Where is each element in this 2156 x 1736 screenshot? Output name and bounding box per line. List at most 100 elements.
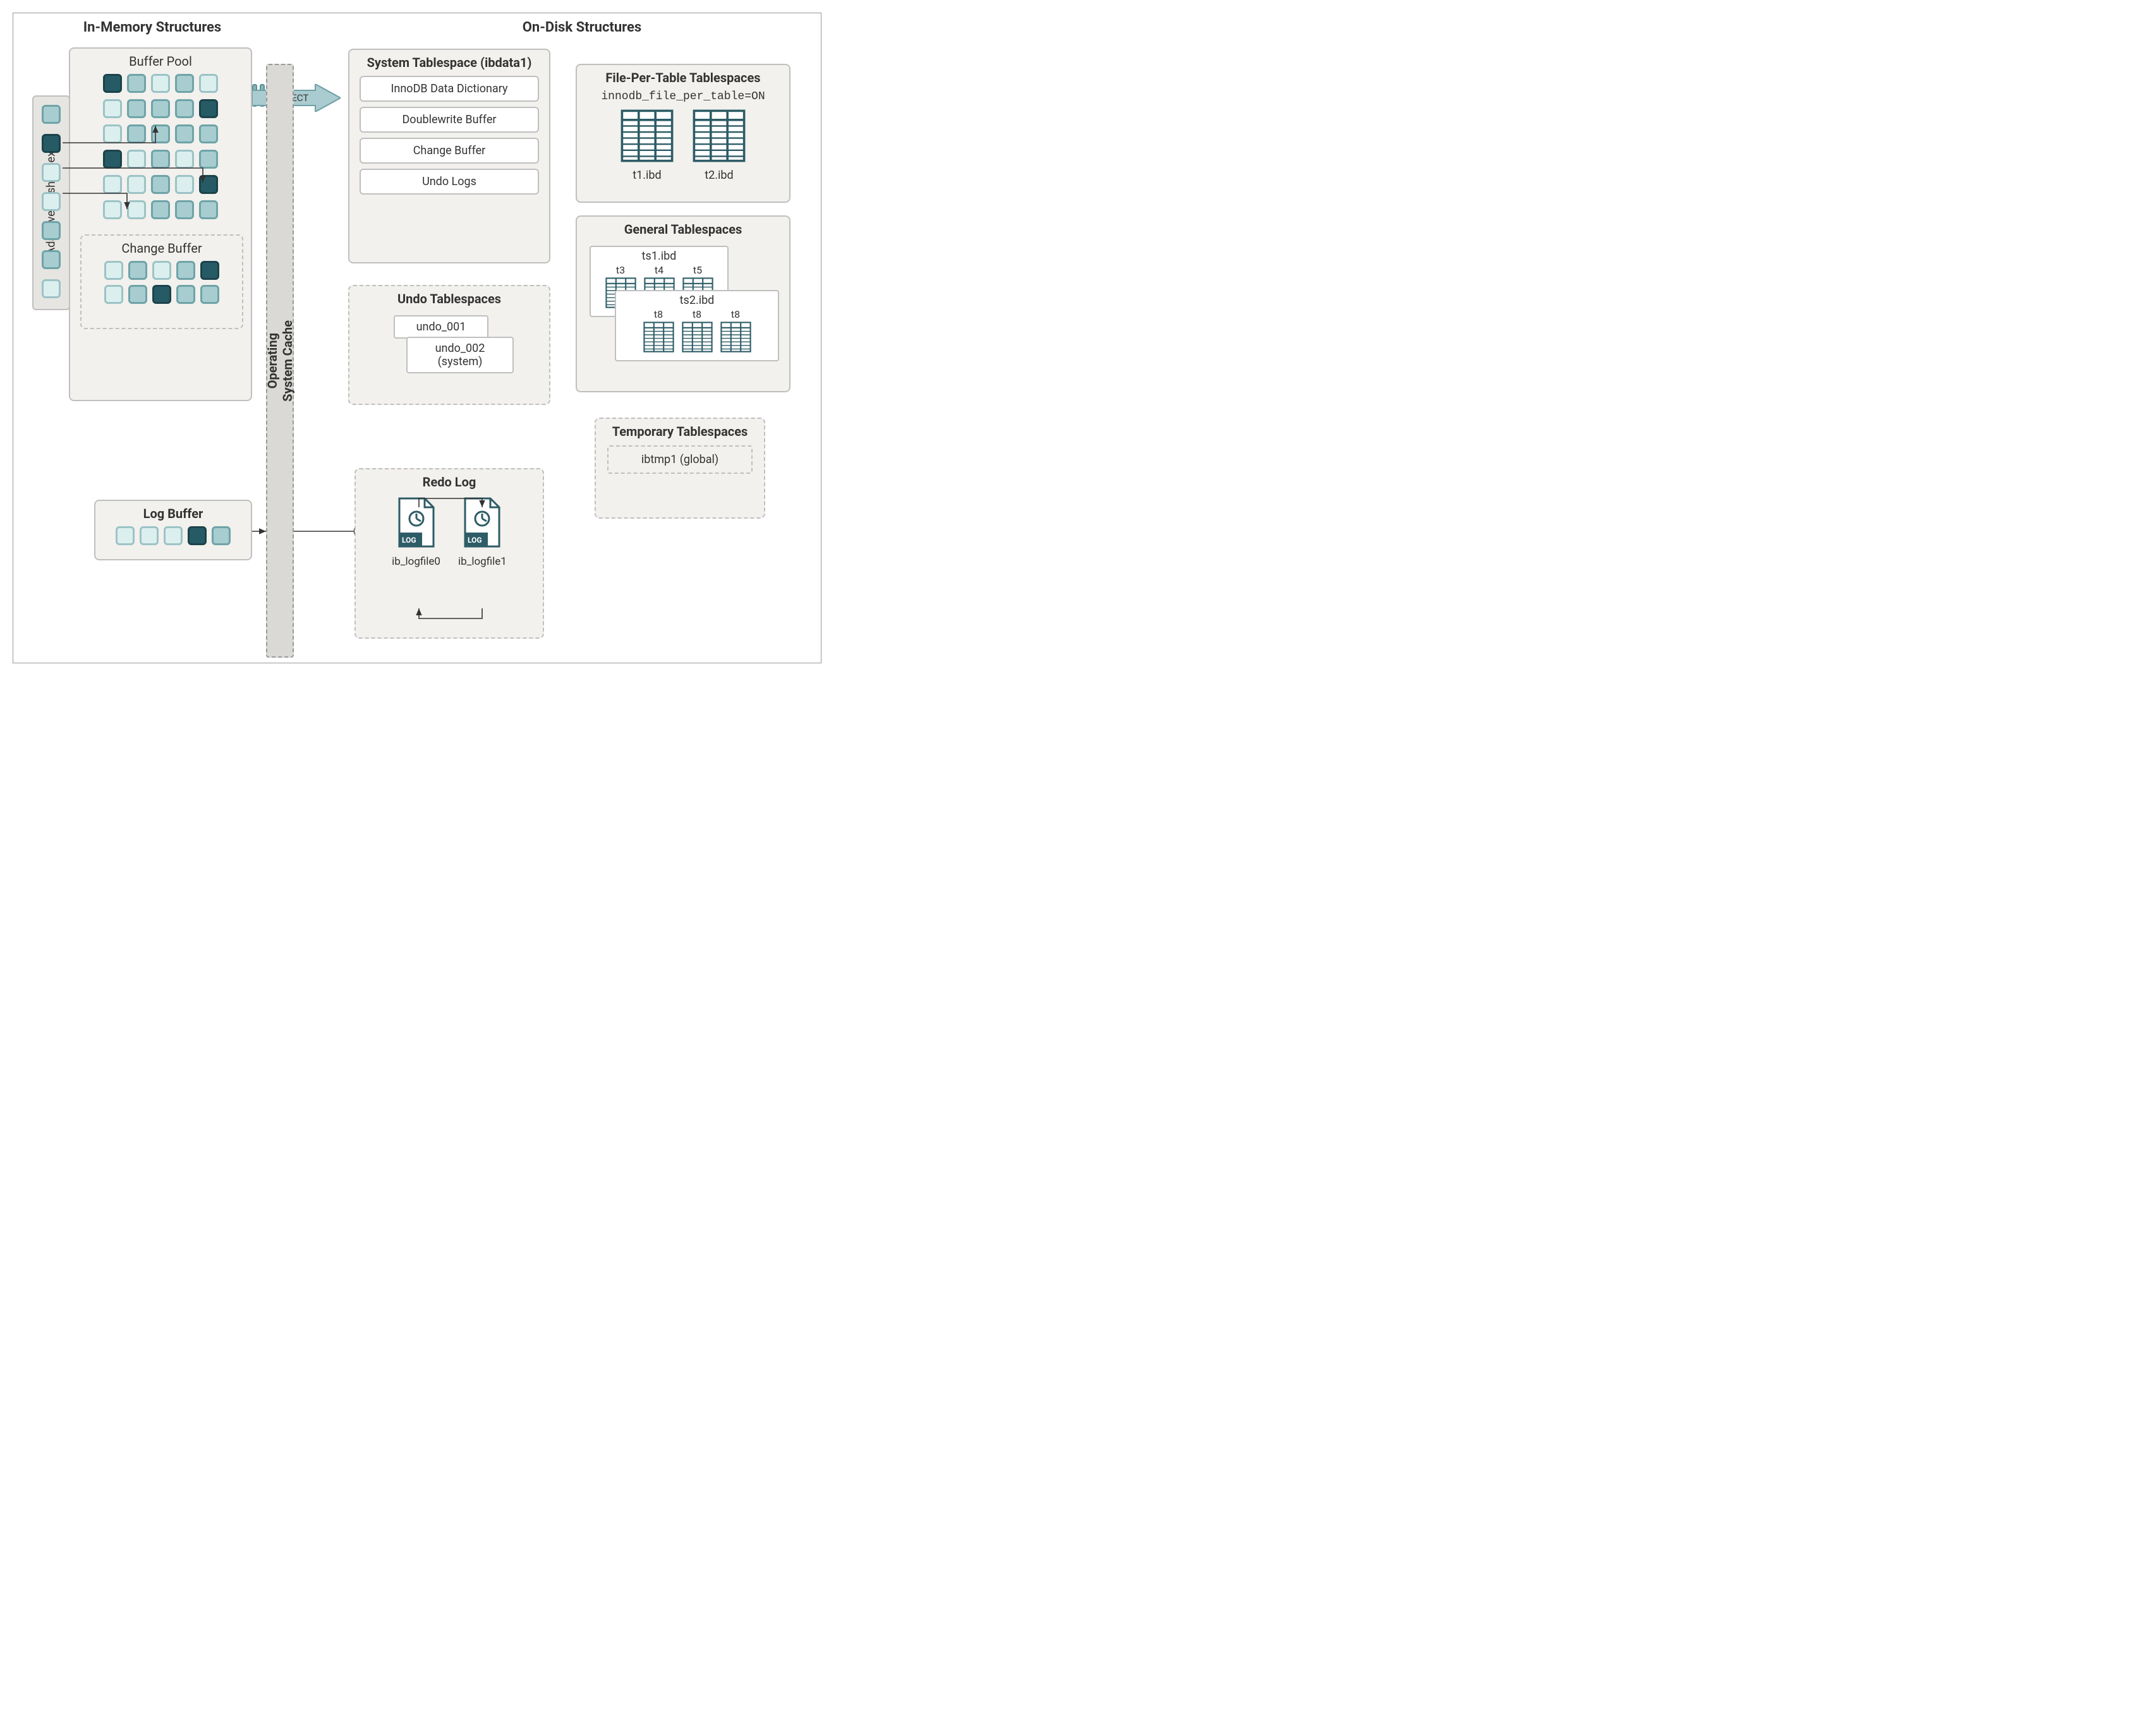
system-ts-item: InnoDB Data Dictionary bbox=[360, 76, 539, 102]
general-ts-table: t8 bbox=[682, 308, 713, 355]
change-buffer-row bbox=[82, 285, 242, 304]
page-cell bbox=[140, 526, 159, 545]
undo-tablespaces-panel: Undo Tablespaces undo_001 undo_002 (syst… bbox=[348, 285, 550, 405]
page-cell bbox=[199, 99, 218, 118]
log-buffer-panel: Log Buffer bbox=[94, 500, 252, 560]
page-cell bbox=[151, 74, 170, 93]
redo-log-title: Redo Log bbox=[356, 474, 543, 490]
log-buffer-title: Log Buffer bbox=[95, 506, 251, 521]
buffer-pool-row bbox=[70, 124, 251, 143]
general-ts-card-2: ts2.ibd t8 t8 t8 bbox=[615, 290, 779, 361]
page-cell bbox=[42, 250, 61, 269]
system-tablespace-items: InnoDB Data Dictionary Doublewrite Buffer… bbox=[349, 76, 549, 195]
temp-ts-title: Temporary Tablespaces bbox=[596, 424, 764, 439]
buffer-pool-row bbox=[70, 99, 251, 118]
log-file-icon: LOG bbox=[460, 496, 504, 550]
system-tablespace-title: System Tablespace (ibdata1) bbox=[349, 55, 549, 71]
in-memory-title: In-Memory Structures bbox=[51, 20, 253, 35]
page-cell bbox=[176, 285, 195, 304]
svg-text:LOG: LOG bbox=[468, 536, 482, 545]
general-ts-table: t8 bbox=[720, 308, 751, 355]
redo-file-0: LOG ib_logfile0 bbox=[392, 496, 440, 568]
page-cell bbox=[103, 74, 122, 93]
buffer-pool-grid bbox=[70, 74, 251, 219]
change-buffer-grid bbox=[82, 261, 242, 304]
buffer-pool-row bbox=[70, 175, 251, 194]
page-cell bbox=[151, 124, 170, 143]
page-cell bbox=[188, 526, 207, 545]
innodb-architecture-diagram: In-Memory Structures On-Disk Structures … bbox=[13, 13, 821, 663]
page-cell bbox=[175, 175, 194, 194]
page-cell bbox=[42, 279, 61, 298]
fpt-files: t1.ibd t2.ibd bbox=[577, 109, 789, 182]
page-cell bbox=[127, 99, 146, 118]
redo-file-1: LOG ib_logfile1 bbox=[458, 496, 507, 568]
system-ts-item: Undo Logs bbox=[360, 169, 539, 195]
undo-file-2: undo_002 (system) bbox=[406, 337, 514, 373]
page-cell bbox=[199, 200, 218, 219]
page-cell bbox=[127, 124, 146, 143]
page-cell bbox=[199, 124, 218, 143]
buffer-pool-row bbox=[70, 200, 251, 219]
page-cell bbox=[151, 150, 170, 169]
buffer-pool-row bbox=[70, 74, 251, 93]
page-cell bbox=[127, 150, 146, 169]
general-tablespaces-panel: General Tablespaces ts1.ibd t3 t4 t5 ts2… bbox=[576, 215, 790, 392]
page-cell bbox=[199, 150, 218, 169]
log-file-icon: LOG bbox=[394, 496, 439, 550]
os-cache-bar: OperatingSystem Cache bbox=[266, 64, 294, 658]
svg-text:LOG: LOG bbox=[402, 536, 416, 545]
page-cell bbox=[175, 124, 194, 143]
ahx-cells bbox=[42, 105, 61, 302]
temporary-tablespaces-panel: Temporary Tablespaces ibtmp1 (global) bbox=[595, 418, 765, 519]
page-cell bbox=[128, 261, 147, 280]
page-cell bbox=[164, 526, 183, 545]
fpt-title: File-Per-Table Tablespaces bbox=[577, 70, 789, 85]
on-disk-title: On-Disk Structures bbox=[392, 20, 772, 35]
general-ts-table: t8 bbox=[643, 308, 674, 355]
page-cell bbox=[199, 175, 218, 194]
os-cache-label: OperatingSystem Cache bbox=[265, 320, 295, 402]
temp-ts-file: ibtmp1 (global) bbox=[607, 445, 753, 474]
system-ts-item: Doublewrite Buffer bbox=[360, 107, 539, 133]
page-cell bbox=[103, 124, 122, 143]
buffer-pool-title: Buffer Pool bbox=[70, 54, 251, 69]
page-cell bbox=[128, 285, 147, 304]
page-cell bbox=[103, 175, 122, 194]
page-cell bbox=[103, 200, 122, 219]
buffer-pool-panel: Buffer Pool Change Buffer bbox=[69, 47, 252, 401]
undo-file-1: undo_001 bbox=[394, 315, 488, 339]
page-cell bbox=[116, 526, 135, 545]
file-per-table-panel: File-Per-Table Tablespaces innodb_file_p… bbox=[576, 64, 790, 203]
undo-ts-title: Undo Tablespaces bbox=[349, 291, 549, 306]
general-ts-title: General Tablespaces bbox=[577, 222, 789, 237]
page-cell bbox=[104, 261, 123, 280]
system-ts-item: Change Buffer bbox=[360, 138, 539, 164]
page-cell bbox=[42, 105, 61, 124]
page-cell bbox=[42, 192, 61, 211]
table-icon bbox=[693, 109, 746, 162]
buffer-pool-row bbox=[70, 150, 251, 169]
page-cell bbox=[200, 285, 219, 304]
page-cell bbox=[199, 74, 218, 93]
page-cell bbox=[127, 175, 146, 194]
page-cell bbox=[212, 526, 231, 545]
page-cell bbox=[175, 200, 194, 219]
page-cell bbox=[103, 99, 122, 118]
page-cell bbox=[200, 261, 219, 280]
change-buffer-row bbox=[82, 261, 242, 280]
change-buffer-panel: Change Buffer bbox=[80, 234, 243, 329]
page-cell bbox=[151, 99, 170, 118]
fpt-subtitle: innodb_file_per_table=ON bbox=[577, 90, 789, 103]
redo-log-panel: Redo Log LOG ib_logfile0 bbox=[354, 468, 544, 639]
page-cell bbox=[175, 150, 194, 169]
page-cell bbox=[175, 99, 194, 118]
page-cell bbox=[127, 74, 146, 93]
page-cell bbox=[151, 200, 170, 219]
page-cell bbox=[42, 221, 61, 240]
page-cell bbox=[104, 285, 123, 304]
page-cell bbox=[42, 163, 61, 182]
change-buffer-title: Change Buffer bbox=[82, 241, 242, 256]
page-cell bbox=[175, 74, 194, 93]
page-cell bbox=[42, 134, 61, 153]
